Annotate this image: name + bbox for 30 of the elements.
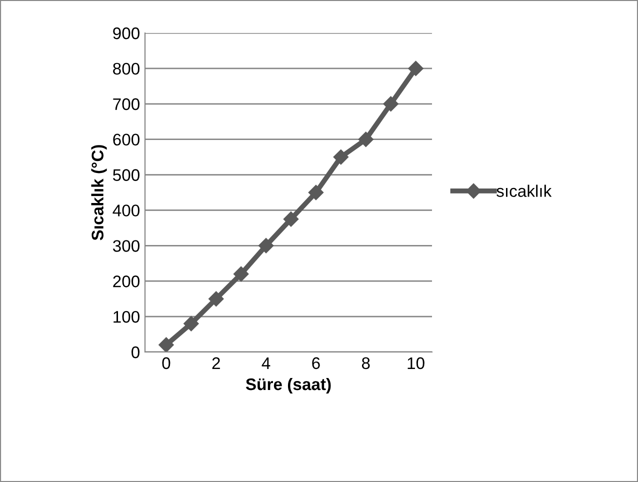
y-tick-label: 800 [113, 62, 140, 75]
point [234, 266, 249, 282]
point [283, 212, 299, 227]
y-tick-label: 300 [112, 240, 140, 252]
x-tick-label: 6 [312, 357, 320, 370]
y-tick-label: 400 [112, 204, 140, 216]
legend-label: sıcaklık [496, 184, 552, 197]
point [184, 316, 199, 332]
point [383, 96, 398, 112]
point [358, 132, 374, 147]
point [333, 149, 348, 165]
y-tick-label: 600 [113, 134, 140, 146]
x-tick-label: 10 [408, 357, 424, 370]
point [408, 60, 424, 76]
y-axis-title: Sıcaklık (°C) [91, 145, 107, 240]
x-tick-label: 0 [162, 357, 170, 370]
point [208, 291, 224, 306]
x-tick-label: 4 [262, 357, 270, 369]
x-tick-label: 8 [362, 357, 370, 370]
point [258, 238, 274, 254]
y-tick-label: 200 [113, 276, 140, 288]
y-tick-label: 700 [113, 98, 140, 110]
x-tick-label: 2 [212, 357, 220, 369]
point [308, 184, 324, 200]
y-tick-label: 0 [132, 346, 140, 358]
y-tick-label: 100 [114, 310, 140, 323]
y-tick-label: 900 [113, 27, 140, 40]
x-axis-title: Süre (saat) [246, 378, 331, 394]
point [158, 337, 174, 352]
y-tick-label: 500 [113, 169, 140, 181]
